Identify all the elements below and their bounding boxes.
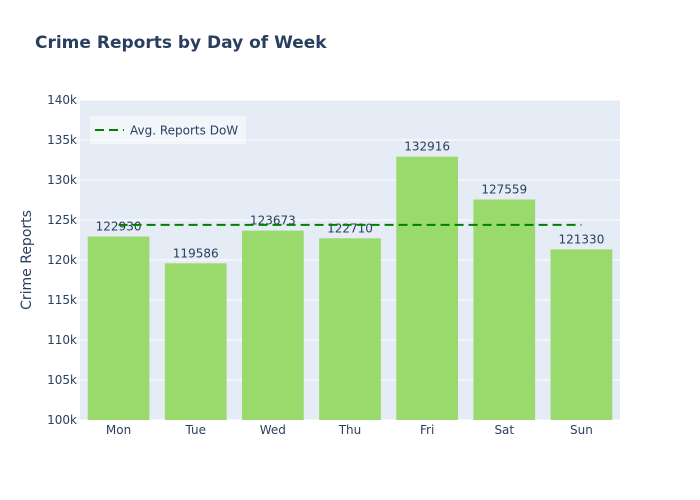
data-label: 121330 <box>559 232 605 246</box>
bar <box>242 230 304 420</box>
x-tick-label: Thu <box>338 423 362 437</box>
x-tick-label: Tue <box>184 423 206 437</box>
y-tick-label: 140k <box>47 93 77 107</box>
y-tick-label: 110k <box>47 333 77 347</box>
data-label: 119586 <box>173 246 219 260</box>
legend[interactable]: Avg. Reports DoW <box>90 116 246 144</box>
y-tick-label: 125k <box>47 213 77 227</box>
bar <box>319 238 381 420</box>
legend-label-avg: Avg. Reports DoW <box>130 124 238 138</box>
y-axis-label: Crime Reports <box>19 210 35 310</box>
bar <box>164 263 227 420</box>
x-tick-label: Sun <box>570 423 593 437</box>
y-tick-label: 100k <box>47 413 77 427</box>
bars <box>87 156 613 420</box>
y-tick-label: 120k <box>47 253 77 267</box>
y-tick-label: 130k <box>47 173 77 187</box>
data-label: 122930 <box>96 220 142 234</box>
y-tick-label: 105k <box>47 373 77 387</box>
y-axis-ticks: 100k 105k 110k 115k 120k 125k 130k 135k 140k <box>47 93 77 427</box>
y-tick-label: 115k <box>47 293 77 307</box>
x-axis-ticks: Mon Tue Wed Thu Fri Sat Sun <box>106 423 593 437</box>
data-label: 122710 <box>327 221 373 235</box>
bar <box>396 156 458 420</box>
data-label: 132916 <box>404 140 450 154</box>
x-tick-label: Sat <box>494 423 514 437</box>
data-label: 127559 <box>481 183 527 197</box>
bar <box>550 249 613 420</box>
x-tick-label: Mon <box>106 423 131 437</box>
bar <box>87 236 150 420</box>
x-tick-label: Fri <box>420 423 434 437</box>
y-tick-label: 135k <box>47 133 77 147</box>
bar <box>473 199 536 420</box>
x-tick-label: Wed <box>260 423 286 437</box>
chart-title: Crime Reports by Day of Week <box>35 33 327 53</box>
